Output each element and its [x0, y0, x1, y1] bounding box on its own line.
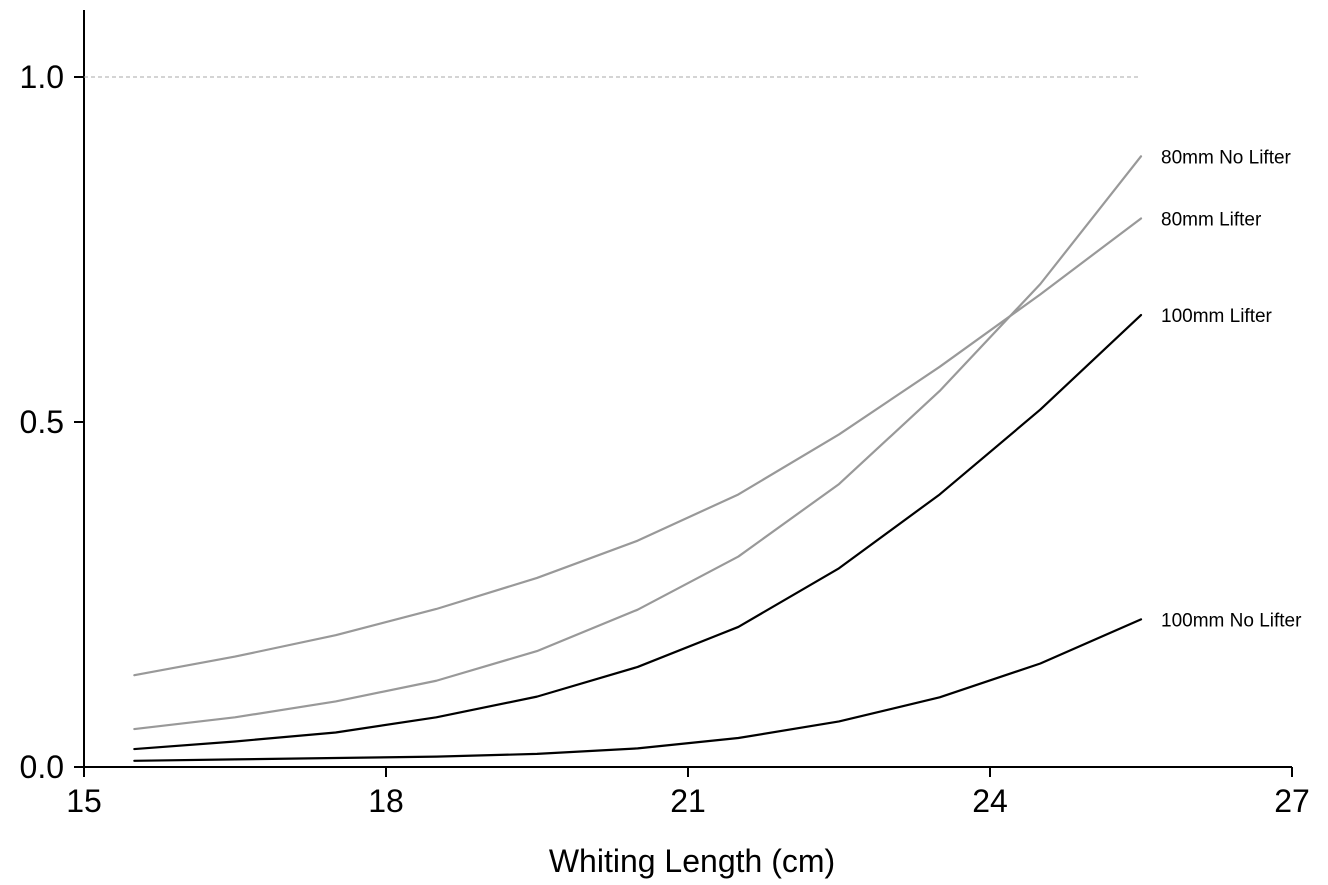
y-tick-label: 1.0: [20, 59, 64, 95]
series-label-100mm-no-lifter: 100mm No Lifter: [1161, 610, 1302, 631]
x-ticks: 15 18 21 24 27: [66, 767, 1310, 819]
x-axis-title: Whiting Length (cm): [549, 843, 835, 879]
series-label-80mm-no-lifter: 80mm No Lifter: [1161, 147, 1292, 168]
x-tick-label: 24: [972, 783, 1008, 819]
series-line-80mm-no-lifter: [133, 155, 1143, 731]
series-lines: [133, 155, 1143, 762]
series-label-80mm-lifter: 80mm Lifter: [1161, 209, 1262, 230]
y-ticks: 0.0 0.5 1.0: [20, 59, 84, 785]
x-tick-label: 18: [368, 783, 404, 819]
y-tick-label: 0.5: [20, 404, 64, 440]
series-line-80mm-lifter: [133, 217, 1143, 677]
series-labels: 80mm No Lifter 80mm Lifter 100mm Lifter 100…: [1161, 147, 1302, 631]
y-tick-label: 0.0: [20, 749, 64, 785]
x-tick-label: 15: [66, 783, 102, 819]
series-label-100mm-lifter: 100mm Lifter: [1161, 306, 1273, 327]
series-line-100mm-lifter: [133, 313, 1143, 751]
x-tick-label: 21: [670, 783, 706, 819]
x-tick-label: 27: [1274, 783, 1310, 819]
series-line-100mm-no-lifter: [133, 618, 1143, 762]
